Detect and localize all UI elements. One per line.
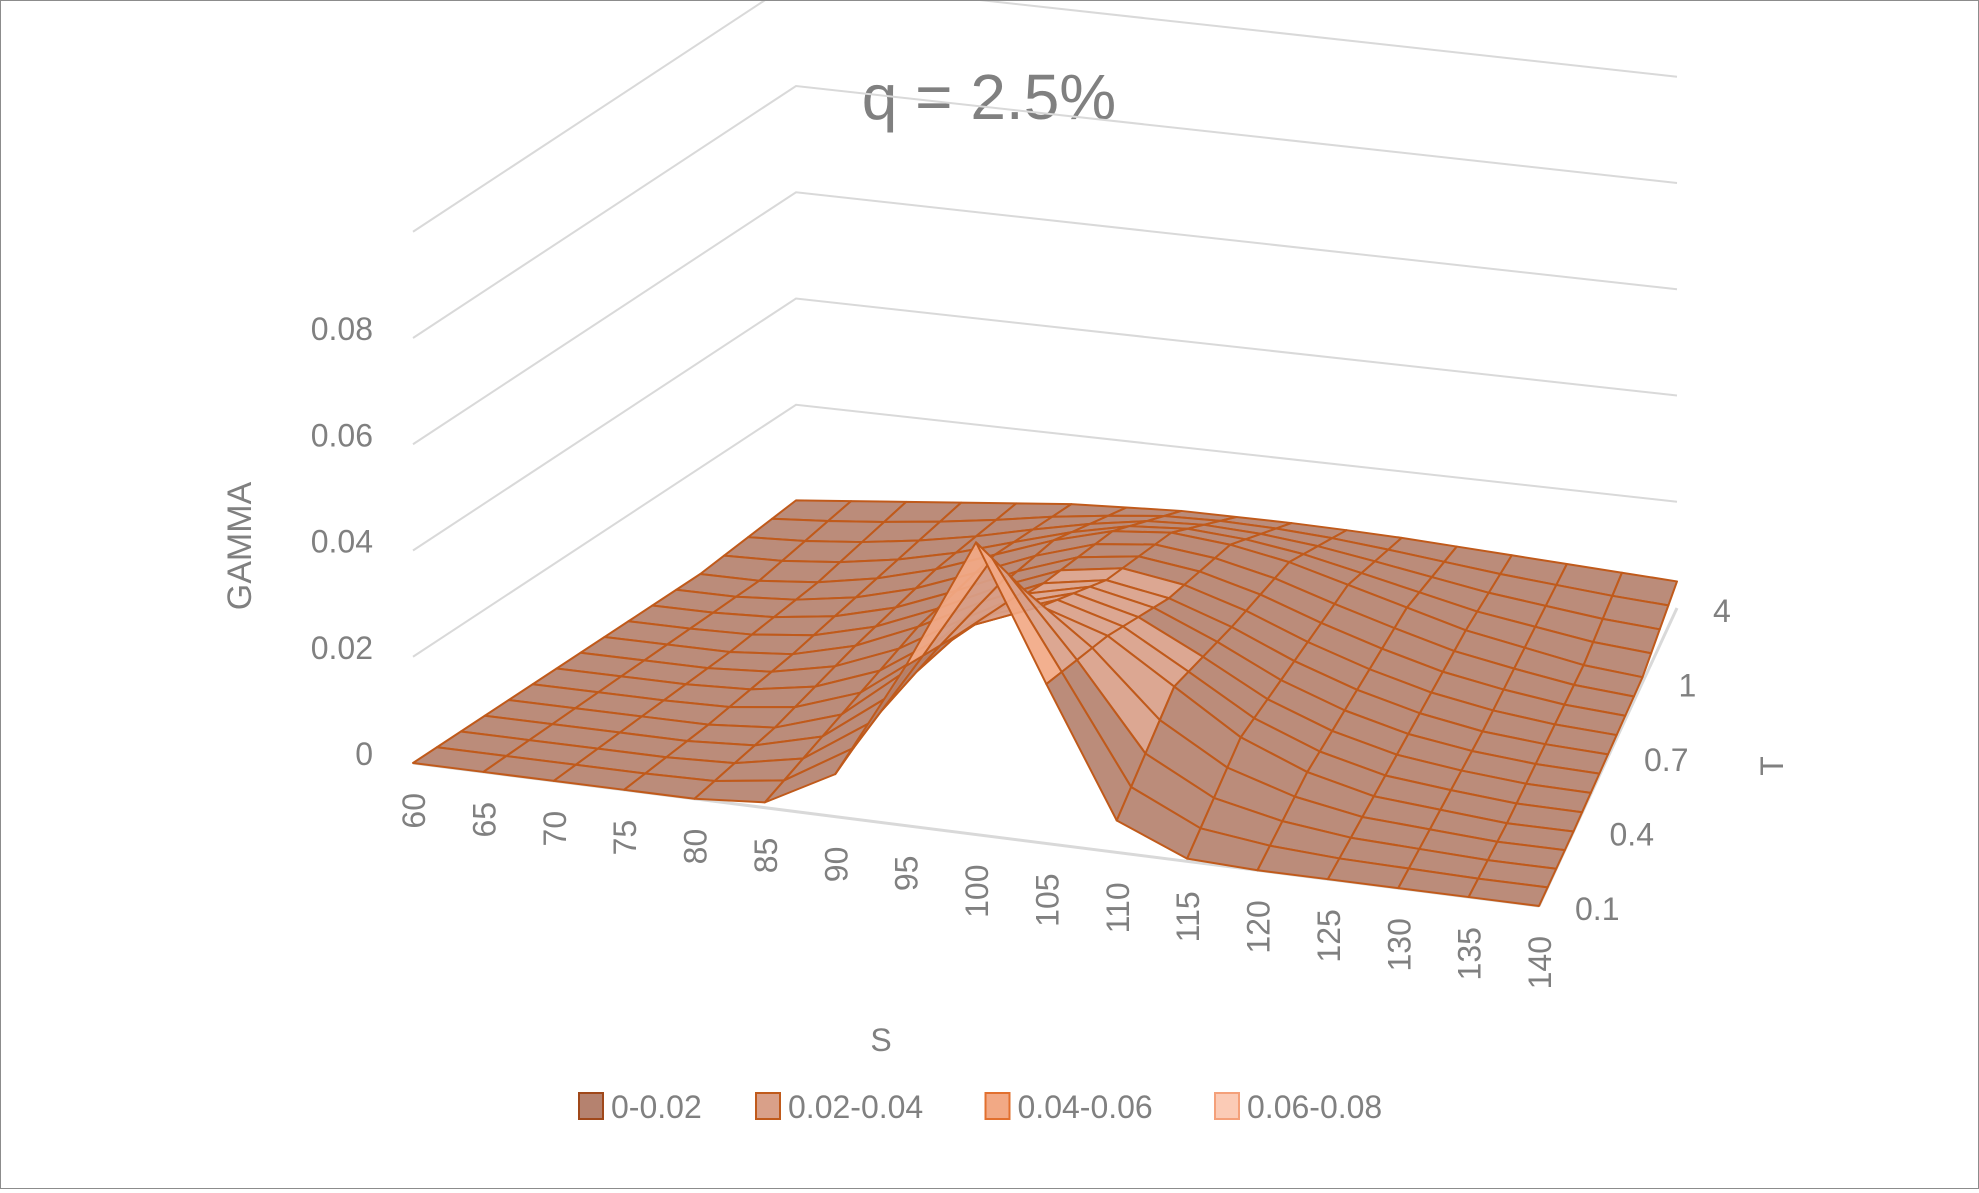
x-axis-title: S [870,1022,891,1058]
x-tick-label: 100 [959,865,995,918]
z-gridline [412,84,1678,339]
z-gridline-top [412,0,1678,233]
x-tick-label: 135 [1452,927,1488,980]
z-gridline [412,191,1678,446]
z-gridline [412,297,1678,552]
x-tick-label: 105 [1029,873,1065,926]
x-tick-label: 85 [748,838,784,874]
z-tick-label: 0 [355,736,373,772]
legend-swatch [755,1092,781,1120]
y-tick-label: 1 [1679,668,1697,704]
z-tick-label: 0.02 [311,630,373,666]
legend-label: 0-0.02 [611,1089,702,1125]
x-tick-label: 140 [1522,936,1558,989]
surface-cell [1467,877,1549,907]
x-tick-label: 90 [818,847,854,883]
legend-swatch [984,1092,1011,1120]
legend-swatch [578,1092,604,1120]
x-tick-label: 110 [1100,882,1136,933]
z-tick-label: 0.04 [311,524,373,560]
z-tick-label: 0.06 [311,417,373,453]
legend-label: 0.04-0.06 [1018,1089,1153,1125]
y-tick-label: 4 [1713,593,1731,629]
surface-mesh [412,499,1678,907]
y-tick-label: 0.4 [1610,817,1654,853]
y-tick-label: 0.1 [1575,891,1619,927]
z-gridline [412,403,1678,658]
x-tick-label: 80 [678,829,714,865]
y-axis-ticks: 0.1 0.4 0.7 1 4 [1575,593,1731,927]
x-tick-label: 120 [1241,900,1277,953]
legend-label: 0.02-0.04 [788,1089,923,1125]
legend: 0-0.02 0.02-0.04 0.04-0.06 0.06-0.08 [578,1089,1382,1125]
z-tick-label: 0.08 [311,311,373,347]
y-tick-label: 0.7 [1644,742,1688,778]
y-axis-title: T [1754,756,1790,776]
x-tick-label: 130 [1381,918,1417,971]
z-gridlines [412,0,1678,658]
x-tick-label: 60 [396,793,432,829]
x-tick-label: 65 [466,802,502,838]
legend-swatch [1214,1092,1240,1120]
x-axis-ticks: 60 65 70 75 80 85 90 95 100 105 110 115 120 125 130 135… [396,793,1558,989]
x-tick-label: 125 [1311,909,1347,962]
x-tick-label: 75 [607,820,643,856]
x-tick-label: 115 [1170,891,1206,942]
legend-label: 0.06-0.08 [1247,1089,1382,1125]
z-axis-title: GAMMA [221,481,259,610]
x-tick-label: 70 [537,811,573,847]
x-tick-label: 95 [889,856,925,892]
z-axis-ticks: 0 0.02 0.04 0.06 0.08 [311,311,373,772]
